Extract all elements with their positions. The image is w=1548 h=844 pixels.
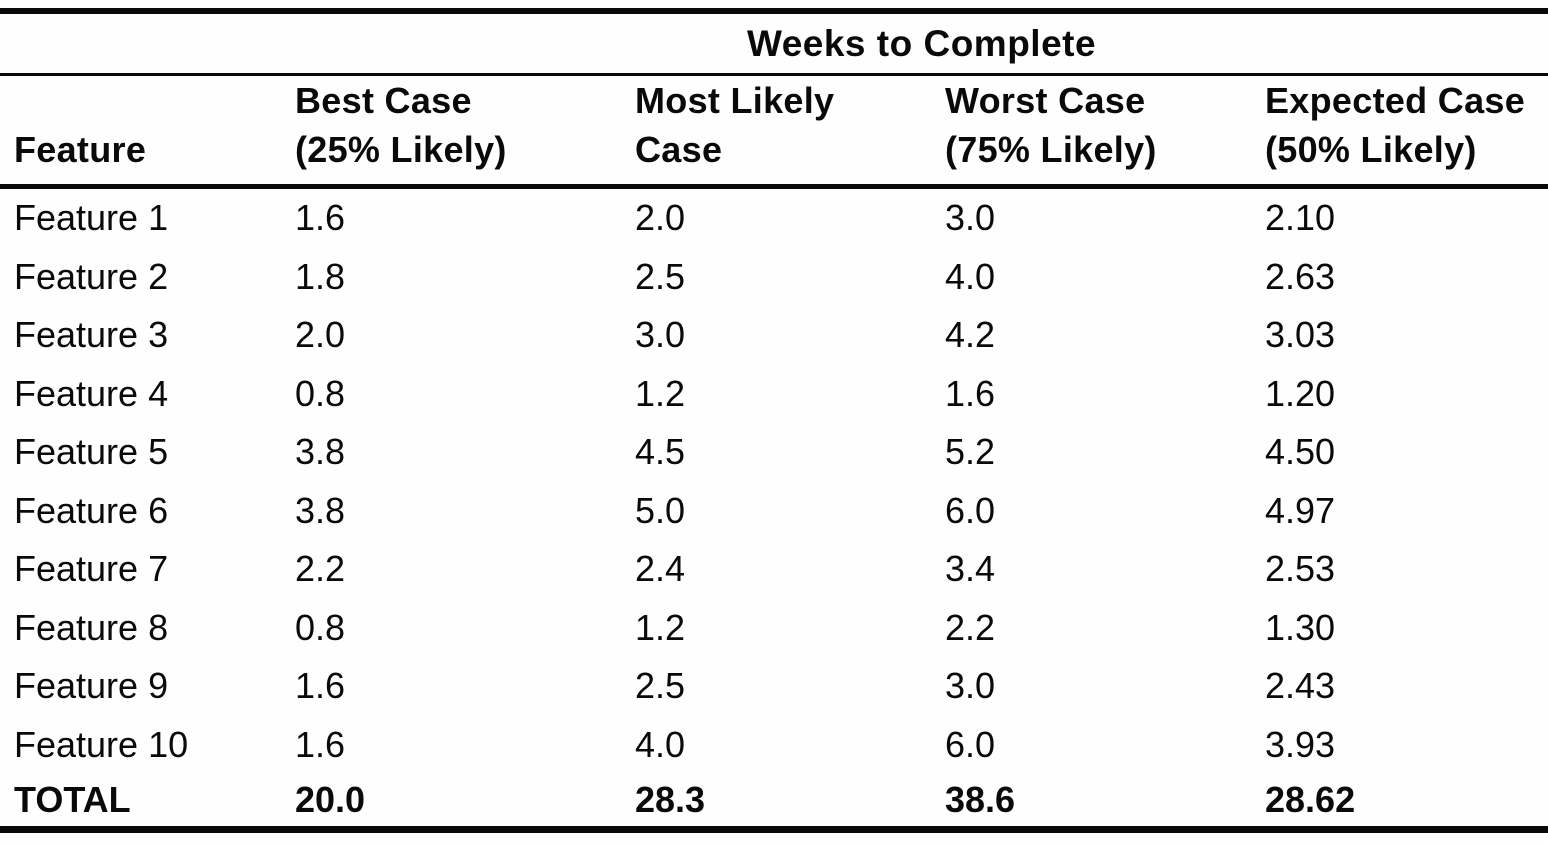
table-total-row: TOTAL 20.0 28.3 38.6 28.62: [0, 774, 1548, 826]
cell-expected-case: 2.10: [1265, 197, 1336, 239]
cell-most-likely: 2.0: [635, 197, 686, 239]
cell-feature: Feature 5: [14, 431, 169, 473]
table-row: Feature 10 1.6 4.0 6.0 3.93: [0, 716, 1548, 775]
cell-feature: Feature 3: [14, 314, 169, 356]
table-row: Feature 4 0.8 1.2 1.6 1.20: [0, 365, 1548, 424]
column-header-best-case: Best Case (25% Likely): [295, 76, 635, 184]
cell-most-likely: 2.5: [635, 255, 686, 297]
cell-expected-case: 2.53: [1265, 548, 1336, 590]
cell-expected-case: 3.93: [1265, 723, 1336, 765]
table-rule-top: [0, 8, 1548, 14]
column-header-line1: Worst Case: [945, 80, 1146, 121]
cell-feature: Feature 6: [14, 489, 169, 531]
cell-expected-case: 2.63: [1265, 255, 1336, 297]
table-row: Feature 7 2.2 2.4 3.4 2.53: [0, 540, 1548, 599]
table-row: Feature 6 3.8 5.0 6.0 4.97: [0, 482, 1548, 541]
cell-best-case: 0.8: [295, 372, 346, 414]
cell-most-likely: 2.5: [635, 665, 686, 707]
cell-most-likely: 5.0: [635, 489, 686, 531]
cell-expected-case: 4.50: [1265, 431, 1336, 473]
cell-best-case: 2.2: [295, 548, 346, 590]
cell-worst-case: 5.2: [945, 431, 996, 473]
cell-most-likely: 4.0: [635, 723, 686, 765]
table-row: Feature 2 1.8 2.5 4.0 2.63: [0, 248, 1548, 307]
cell-worst-case: 4.2: [945, 314, 996, 356]
cell-best-case: 2.0: [295, 314, 346, 356]
cell-worst-case: 1.6: [945, 372, 996, 414]
column-header-feature: Feature: [14, 76, 295, 184]
cell-expected-case: 3.03: [1265, 314, 1336, 356]
cell-best-case: 1.6: [295, 665, 346, 707]
column-header-line2: (50% Likely): [1265, 129, 1477, 170]
cell-most-likely: 1.2: [635, 372, 686, 414]
cell-best-case: 1.6: [295, 723, 346, 765]
cell-expected-case: 2.43: [1265, 665, 1336, 707]
total-worst-case: 38.6: [945, 779, 1016, 820]
total-label: TOTAL: [14, 779, 131, 820]
cell-best-case: 3.8: [295, 489, 346, 531]
column-header-line2: Case: [635, 129, 723, 170]
column-header-most-likely-case: Most Likely Case: [635, 76, 945, 184]
cell-best-case: 3.8: [295, 431, 346, 473]
cell-worst-case: 4.0: [945, 255, 996, 297]
table-row: Feature 5 3.8 4.5 5.2 4.50: [0, 423, 1548, 482]
spanner-header-label: Weeks to Complete: [746, 22, 1097, 64]
cell-best-case: 0.8: [295, 606, 346, 648]
column-header-line2: (25% Likely): [295, 129, 507, 170]
cell-worst-case: 6.0: [945, 489, 996, 531]
column-header-line2: (75% Likely): [945, 129, 1157, 170]
cell-most-likely: 3.0: [635, 314, 686, 356]
cell-feature: Feature 8: [14, 606, 169, 648]
cell-worst-case: 2.2: [945, 606, 996, 648]
total-most-likely: 28.3: [635, 779, 706, 820]
cell-feature: Feature 7: [14, 548, 169, 590]
column-header-line1: Expected Case: [1265, 80, 1526, 121]
spanner-header-row: Weeks to Complete: [0, 14, 1548, 73]
estimation-table: Weeks to Complete Feature Best Case (25%…: [0, 8, 1548, 833]
cell-most-likely: 1.2: [635, 606, 686, 648]
cell-expected-case: 1.20: [1265, 372, 1336, 414]
total-expected-case: 28.62: [1265, 779, 1356, 820]
column-header-row: Feature Best Case (25% Likely) Most Like…: [0, 76, 1548, 184]
column-header-worst-case: Worst Case (75% Likely): [945, 76, 1265, 184]
cell-feature: Feature 4: [14, 372, 169, 414]
cell-most-likely: 4.5: [635, 431, 686, 473]
cell-feature: Feature 1: [14, 197, 169, 239]
cell-expected-case: 1.30: [1265, 606, 1336, 648]
column-header-line1: Best Case: [295, 80, 472, 121]
cell-best-case: 1.8: [295, 255, 346, 297]
table-row: Feature 8 0.8 1.2 2.2 1.30: [0, 599, 1548, 658]
cell-best-case: 1.6: [295, 197, 346, 239]
cell-most-likely: 2.4: [635, 548, 686, 590]
cell-feature: Feature 9: [14, 665, 169, 707]
cell-worst-case: 3.0: [945, 665, 996, 707]
column-header-line1: Most Likely: [635, 80, 835, 121]
table-row: Feature 1 1.6 2.0 3.0 2.10: [0, 189, 1548, 248]
table-rule-under-headers: [0, 184, 1548, 189]
cell-expected-case: 4.97: [1265, 489, 1336, 531]
cell-worst-case: 3.4: [945, 548, 996, 590]
cell-feature: Feature 10: [14, 723, 189, 765]
table-rule-under-spanner: [0, 73, 1548, 76]
table-rule-bottom: [0, 826, 1548, 833]
column-header-expected-case: Expected Case (50% Likely): [1265, 76, 1548, 184]
table-row: Feature 9 1.6 2.5 3.0 2.43: [0, 657, 1548, 716]
cell-worst-case: 6.0: [945, 723, 996, 765]
column-header-line2: Feature: [14, 129, 147, 170]
cell-worst-case: 3.0: [945, 197, 996, 239]
total-best-case: 20.0: [295, 779, 366, 820]
cell-feature: Feature 2: [14, 255, 169, 297]
table-row: Feature 3 2.0 3.0 4.2 3.03: [0, 306, 1548, 365]
